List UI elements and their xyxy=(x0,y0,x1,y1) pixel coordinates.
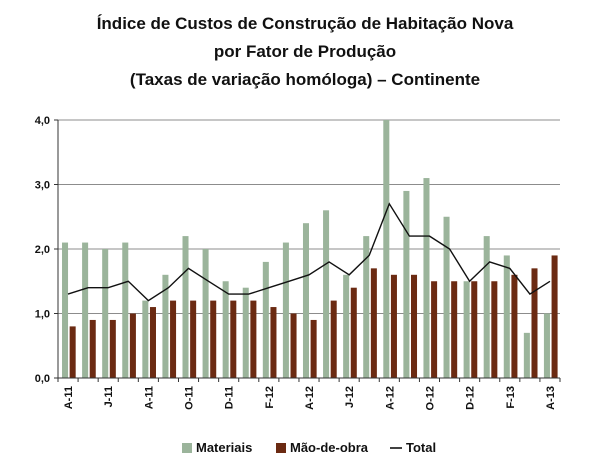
bar-materiais xyxy=(102,249,109,378)
bar-mao-de-obra xyxy=(411,274,418,378)
bar-materiais xyxy=(523,332,530,378)
y-tick-label: 0,0 xyxy=(35,373,50,385)
x-tick-label: A-11 xyxy=(143,386,155,409)
bar-materiais xyxy=(262,261,269,378)
bar-materiais xyxy=(483,236,490,378)
bar-mao-de-obra xyxy=(129,313,136,378)
bar-mao-de-obra xyxy=(69,326,76,378)
bar-materiais xyxy=(363,236,370,378)
bar-mao-de-obra xyxy=(89,319,96,378)
bar-mao-de-obra xyxy=(330,300,337,378)
x-tick-label: A-12 xyxy=(304,386,316,410)
x-tick-label: A-13 xyxy=(545,386,557,410)
bar-mao-de-obra xyxy=(149,307,156,378)
bar-mao-de-obra xyxy=(511,274,518,378)
bar-materiais xyxy=(142,300,149,378)
x-tick-label: O-12 xyxy=(424,386,436,410)
bar-mao-de-obra xyxy=(390,274,397,378)
bar-materiais xyxy=(302,223,309,378)
bar-materiais xyxy=(62,242,69,378)
bar-materiais xyxy=(282,242,289,378)
bar-mao-de-obra xyxy=(491,281,498,378)
bar-mao-de-obra xyxy=(109,319,116,378)
bar-materiais xyxy=(383,120,390,378)
y-tick-label: 1,0 xyxy=(35,309,50,321)
bar-materiais xyxy=(463,281,470,378)
bar-mao-de-obra xyxy=(270,307,277,378)
bar-mao-de-obra xyxy=(170,300,177,378)
chart-title-line-2: por Fator de Produção xyxy=(213,42,397,61)
bar-materiais xyxy=(503,255,510,378)
bar-materiais xyxy=(543,313,550,378)
x-tick-label: F-12 xyxy=(264,386,276,409)
bar-mao-de-obra xyxy=(431,281,438,378)
bar-mao-de-obra xyxy=(230,300,237,378)
bar-materiais xyxy=(122,242,129,378)
bar-materiais xyxy=(242,287,249,378)
y-tick-label: 4,0 xyxy=(35,115,50,127)
bar-mao-de-obra xyxy=(370,268,377,378)
bar-materiais xyxy=(162,274,169,378)
bar-materiais xyxy=(343,274,350,378)
bar-materiais xyxy=(82,242,89,378)
bar-materiais xyxy=(423,178,430,378)
bar-materiais xyxy=(443,216,450,378)
bar-mao-de-obra xyxy=(531,268,538,378)
bar-mao-de-obra xyxy=(350,287,357,378)
bar-mao-de-obra xyxy=(190,300,197,378)
bar-materiais xyxy=(403,190,410,378)
line-total xyxy=(67,202,551,302)
legend-swatch-mao-de-obra xyxy=(276,443,286,453)
x-tick-label: A-12 xyxy=(384,386,396,410)
y-tick-label: 2,0 xyxy=(35,244,50,256)
x-tick-label: D-11 xyxy=(224,386,236,409)
chart-title-line-3: (Taxas de variação homóloga) – Continent… xyxy=(129,70,481,89)
bar-mao-de-obra xyxy=(551,255,558,378)
bar-materiais xyxy=(202,249,209,378)
x-tick-label: A-11 xyxy=(63,386,75,409)
bar-mao-de-obra xyxy=(290,313,297,378)
bar-mao-de-obra xyxy=(310,319,317,378)
bar-materiais xyxy=(182,236,189,378)
bar-materiais xyxy=(222,281,229,378)
x-tick-label: O-11 xyxy=(184,386,196,410)
legend-label-mao-de-obra: Mão-de-obra xyxy=(290,440,369,455)
x-tick-label: F-13 xyxy=(505,386,517,409)
bar-mao-de-obra xyxy=(210,300,217,378)
chart-title-line-1: Índice de Custos de Construção de Habita… xyxy=(96,14,514,33)
bar-mao-de-obra xyxy=(451,281,458,378)
x-tick-label: J-11 xyxy=(103,386,115,407)
legend-label-total: Total xyxy=(406,440,436,455)
y-tick-label: 3,0 xyxy=(35,180,50,192)
legend-swatch-materiais xyxy=(182,443,192,453)
bar-mao-de-obra xyxy=(250,300,257,378)
bar-mao-de-obra xyxy=(471,281,478,378)
x-tick-label: D-12 xyxy=(465,386,477,410)
bar-materiais xyxy=(323,210,330,378)
legend-label-materiais: Materiais xyxy=(196,440,252,455)
x-tick-label: J-12 xyxy=(344,386,356,408)
